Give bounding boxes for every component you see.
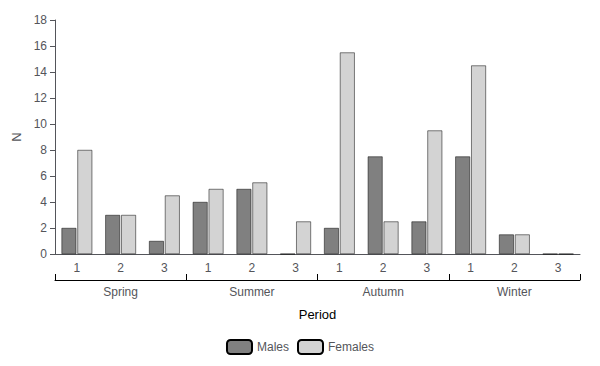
svg-text:1: 1 [336, 261, 343, 275]
svg-text:1: 1 [467, 261, 474, 275]
svg-text:4: 4 [40, 195, 47, 209]
svg-text:Period: Period [299, 307, 337, 322]
svg-text:3: 3 [292, 261, 299, 275]
svg-text:Males: Males [257, 340, 289, 354]
svg-text:1: 1 [205, 261, 212, 275]
svg-text:18: 18 [34, 13, 48, 27]
svg-text:N: N [9, 132, 24, 141]
svg-text:Winter: Winter [497, 285, 532, 299]
svg-text:16: 16 [34, 39, 48, 53]
svg-text:1: 1 [74, 261, 81, 275]
svg-text:2: 2 [117, 261, 124, 275]
svg-text:Autumn: Autumn [362, 285, 403, 299]
svg-text:3: 3 [555, 261, 562, 275]
svg-text:10: 10 [34, 117, 48, 131]
svg-text:Summer: Summer [229, 285, 274, 299]
svg-text:8: 8 [40, 143, 47, 157]
svg-text:2: 2 [511, 261, 518, 275]
svg-text:Spring: Spring [103, 285, 138, 299]
svg-text:2: 2 [249, 261, 256, 275]
svg-text:12: 12 [34, 91, 48, 105]
svg-text:2: 2 [380, 261, 387, 275]
svg-text:2: 2 [40, 221, 47, 235]
svg-text:Females: Females [328, 340, 374, 354]
svg-text:6: 6 [40, 169, 47, 183]
svg-text:14: 14 [34, 65, 48, 79]
svg-text:3: 3 [424, 261, 431, 275]
svg-text:0: 0 [40, 247, 47, 261]
svg-text:3: 3 [161, 261, 168, 275]
